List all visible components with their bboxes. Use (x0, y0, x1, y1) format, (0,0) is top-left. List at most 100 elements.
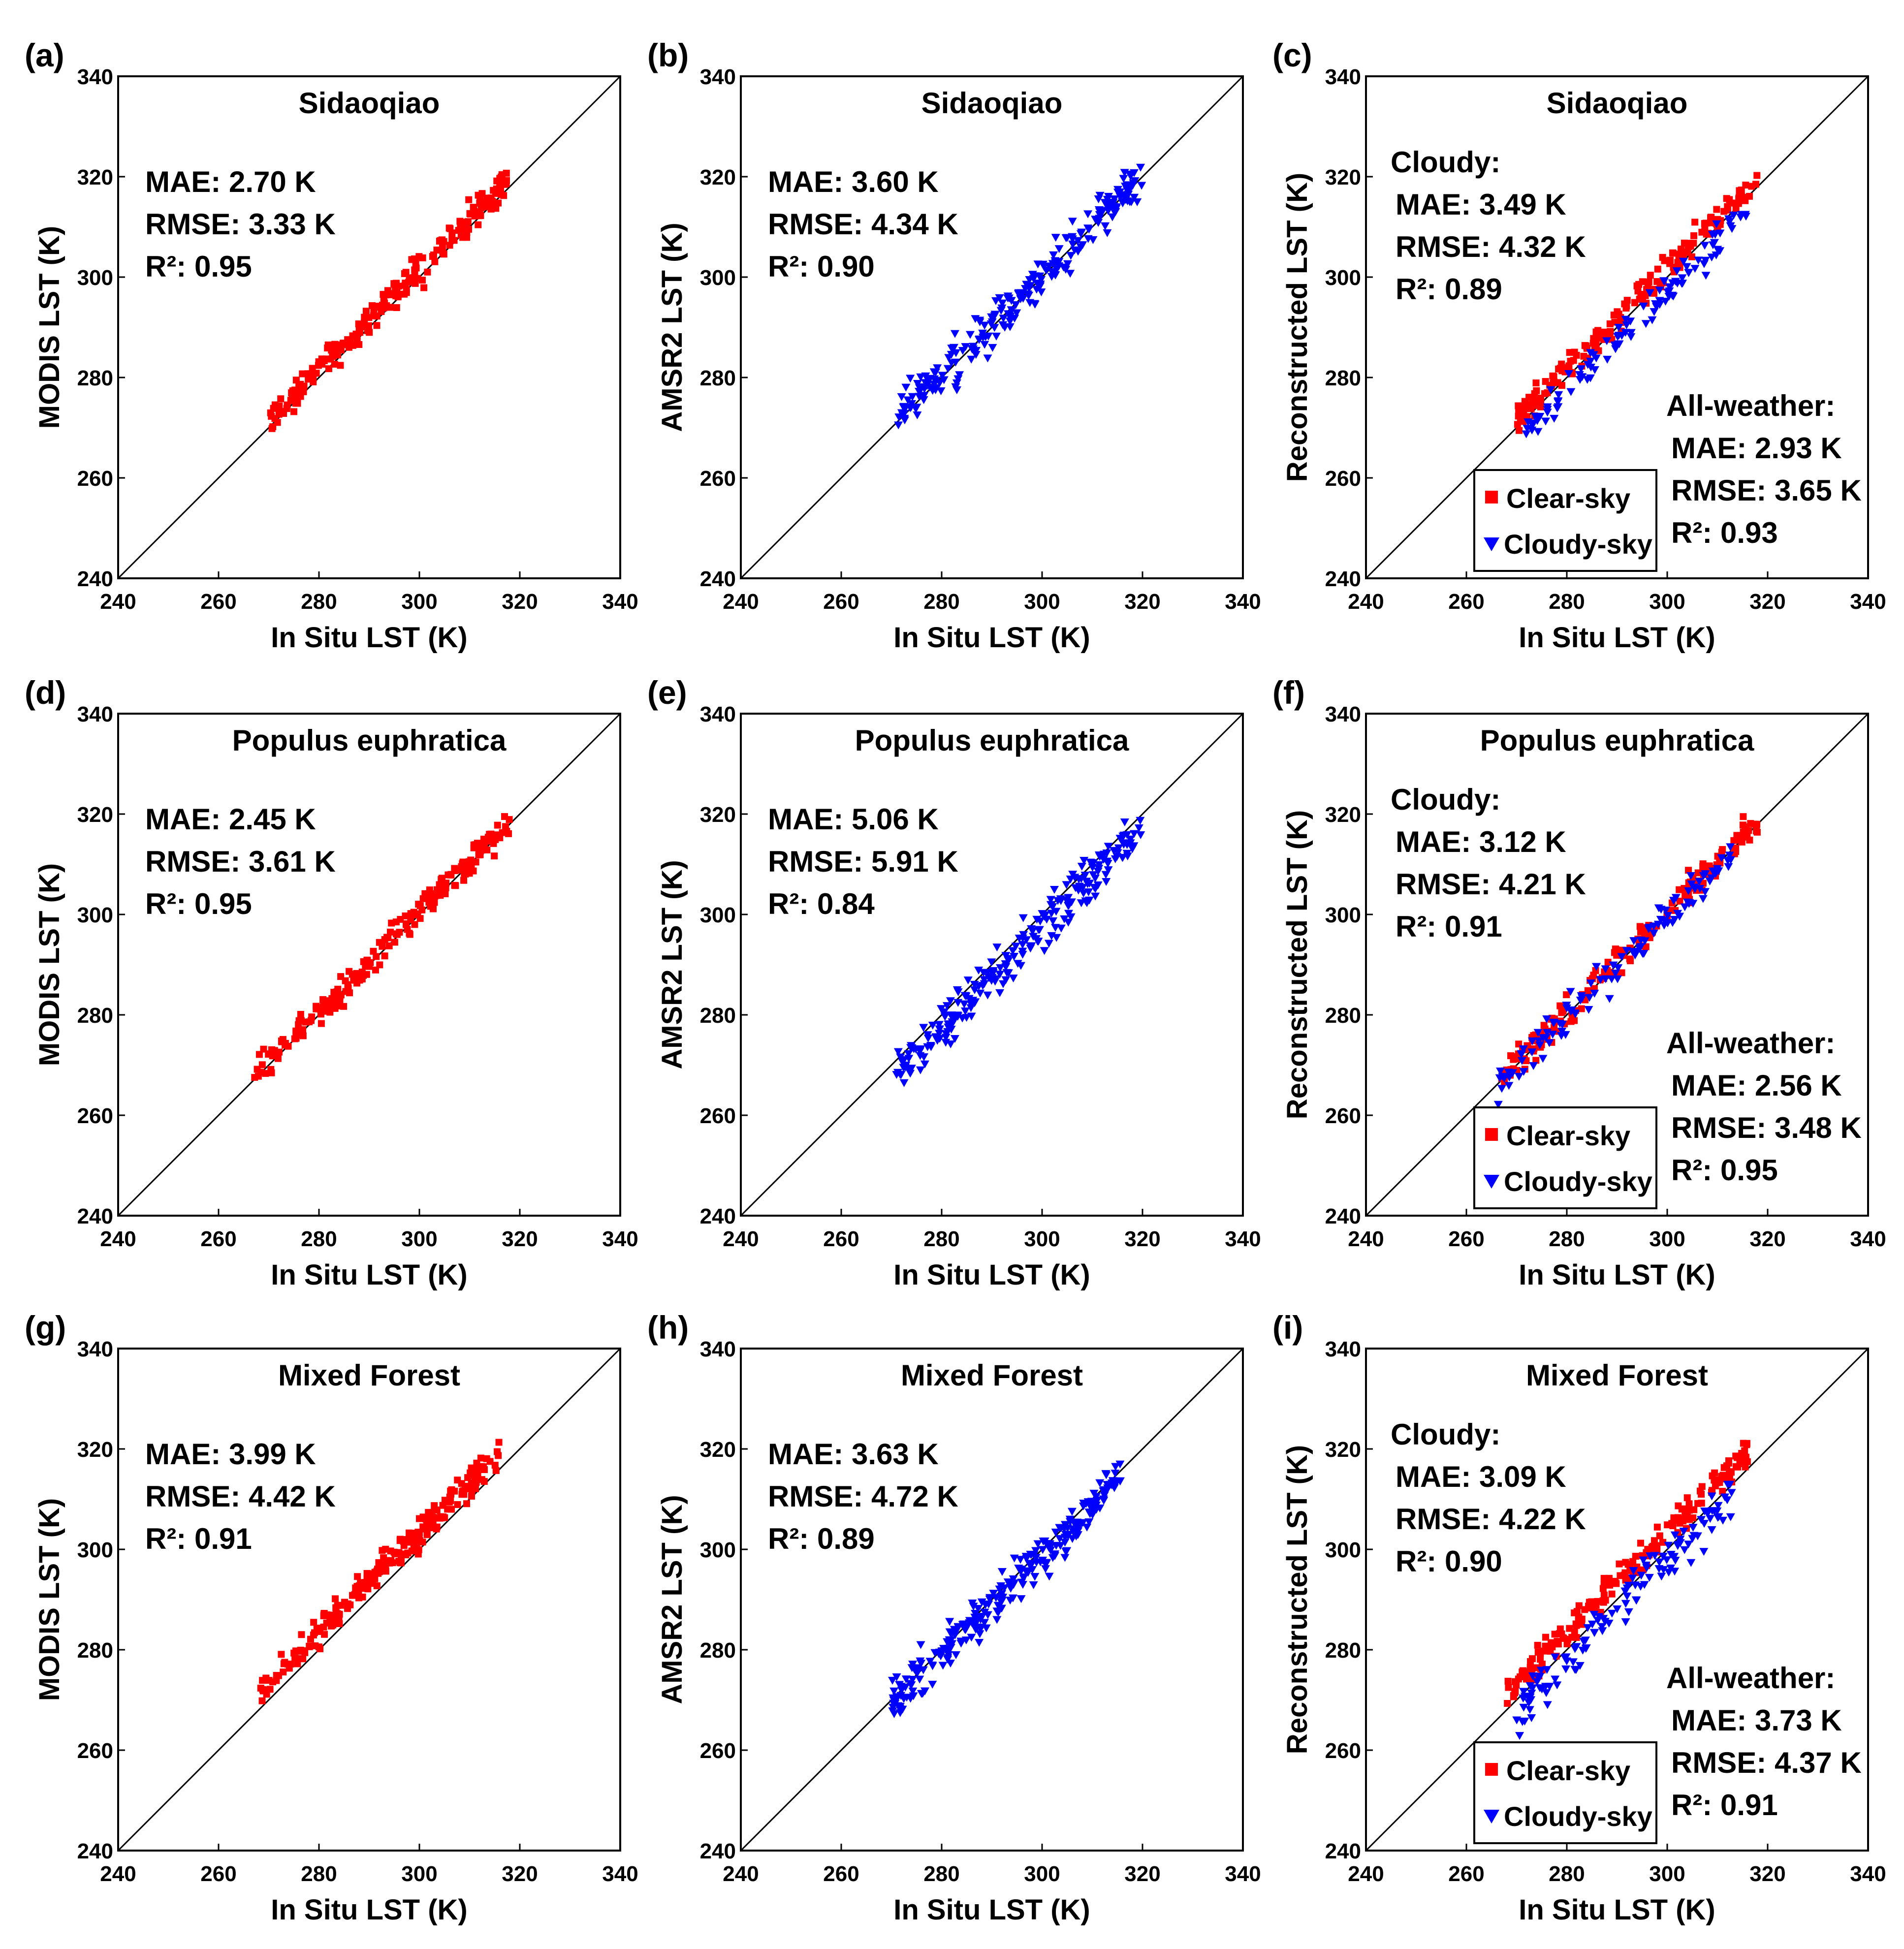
data-point (1515, 1732, 1524, 1740)
data-point (1027, 925, 1036, 933)
data-point (1575, 371, 1584, 379)
data-point (278, 1651, 285, 1658)
data-point (317, 1010, 324, 1018)
data-point (967, 1634, 976, 1642)
data-point (1585, 994, 1594, 1002)
data-point (1050, 1550, 1060, 1559)
data-point (463, 1500, 471, 1508)
data-point (1049, 885, 1059, 894)
data-point (1562, 1657, 1571, 1666)
data-point (1081, 1500, 1091, 1508)
data-point (1586, 1599, 1593, 1606)
data-point (1084, 1509, 1094, 1517)
x-tick-label: 280 (301, 1862, 337, 1886)
data-point (1628, 948, 1637, 956)
data-point (402, 920, 410, 927)
data-point (975, 1638, 984, 1647)
data-point (1670, 1568, 1680, 1576)
data-point (1514, 1072, 1523, 1081)
data-point (465, 196, 473, 203)
data-point (1102, 849, 1111, 857)
x-tick-label: 300 (1024, 590, 1060, 614)
y-tick-label: 280 (700, 1004, 736, 1028)
data-point (923, 1043, 932, 1051)
data-point (1628, 1574, 1637, 1583)
data-point (413, 1540, 420, 1547)
data-point (1018, 914, 1028, 922)
data-point (1694, 1500, 1702, 1507)
x-tick-label: 340 (1225, 1862, 1261, 1886)
x-tick-label: 340 (1850, 590, 1886, 614)
data-point (956, 1637, 966, 1646)
data-point (291, 1035, 298, 1042)
data-point (1649, 922, 1658, 931)
data-point (1066, 270, 1075, 278)
data-point (938, 1647, 947, 1656)
data-point (948, 1018, 957, 1026)
data-point (1645, 278, 1652, 285)
data-point (1012, 309, 1021, 317)
data-point (1660, 916, 1669, 925)
data-point (1579, 1637, 1588, 1646)
y-tick-label: 260 (77, 467, 113, 491)
data-point (1640, 1581, 1649, 1589)
data-point (1699, 260, 1709, 268)
data-point (423, 1518, 430, 1525)
data-point (294, 1660, 301, 1667)
data-point (1546, 386, 1555, 394)
data-point (1690, 265, 1700, 273)
data-point (341, 1599, 349, 1606)
data-point (1093, 881, 1103, 889)
data-point (1002, 969, 1012, 977)
data-point (1700, 888, 1710, 896)
data-point (376, 939, 383, 946)
data-point (397, 915, 404, 923)
data-point (1545, 1039, 1554, 1047)
data-point (1723, 195, 1730, 202)
stats-header: All-weather: (1666, 1027, 1835, 1060)
series-cloudy-sky (892, 817, 1145, 1087)
data-point (944, 1647, 953, 1655)
x-tick-label: 260 (823, 1227, 859, 1251)
data-point (1572, 1643, 1581, 1651)
data-point (915, 1675, 924, 1684)
data-point (1713, 246, 1722, 254)
data-point (1620, 1587, 1630, 1596)
data-point (1044, 940, 1053, 948)
stats-header: Cloudy: (1391, 783, 1500, 816)
data-point (419, 254, 426, 261)
data-point (414, 1529, 422, 1536)
data-point (1550, 373, 1557, 380)
data-point (1124, 190, 1133, 199)
data-point (1061, 266, 1071, 274)
data-point (1130, 177, 1140, 186)
data-point (365, 961, 373, 968)
data-point (1029, 1581, 1038, 1589)
stat-line: MAE: 3.60 K (768, 165, 939, 198)
data-point (1609, 961, 1618, 970)
data-point (480, 1466, 488, 1473)
x-tick-label: 280 (1549, 590, 1585, 614)
data-point (1700, 242, 1710, 250)
data-point (1702, 1508, 1712, 1516)
data-point (495, 199, 502, 207)
data-point (889, 1687, 899, 1696)
y-tick-label: 280 (77, 366, 113, 390)
data-point (361, 314, 368, 321)
data-point (1584, 987, 1591, 994)
data-point (376, 961, 383, 969)
data-point (1564, 1635, 1572, 1643)
x-tick-label: 260 (1448, 1227, 1484, 1251)
data-point (1003, 1578, 1013, 1587)
legend-label: Cloudy-sky (1504, 529, 1652, 560)
data-point (892, 1673, 901, 1681)
data-point (1626, 329, 1636, 337)
data-point (1527, 1048, 1537, 1057)
data-point (1549, 1643, 1556, 1651)
data-point (1007, 306, 1016, 314)
data-point (1718, 849, 1725, 856)
data-point (1601, 965, 1610, 974)
data-point (976, 1612, 985, 1621)
data-point (971, 315, 980, 323)
